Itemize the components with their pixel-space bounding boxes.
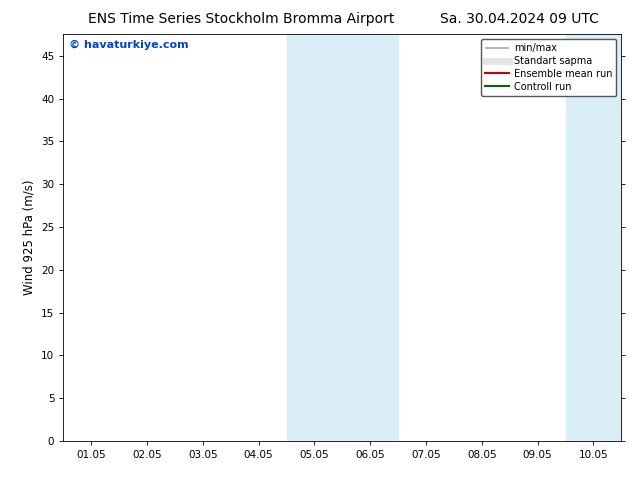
Y-axis label: Wind 925 hPa (m/s): Wind 925 hPa (m/s) [23,180,36,295]
Text: ENS Time Series Stockholm Bromma Airport: ENS Time Series Stockholm Bromma Airport [87,12,394,26]
Text: © havaturkiye.com: © havaturkiye.com [69,40,188,50]
Bar [566,34,621,441]
Legend: min/max, Standart sapma, Ensemble mean run, Controll run: min/max, Standart sapma, Ensemble mean r… [481,39,616,96]
Text: Sa. 30.04.2024 09 UTC: Sa. 30.04.2024 09 UTC [441,12,599,26]
Bar [342,34,398,441]
Bar [287,34,342,441]
